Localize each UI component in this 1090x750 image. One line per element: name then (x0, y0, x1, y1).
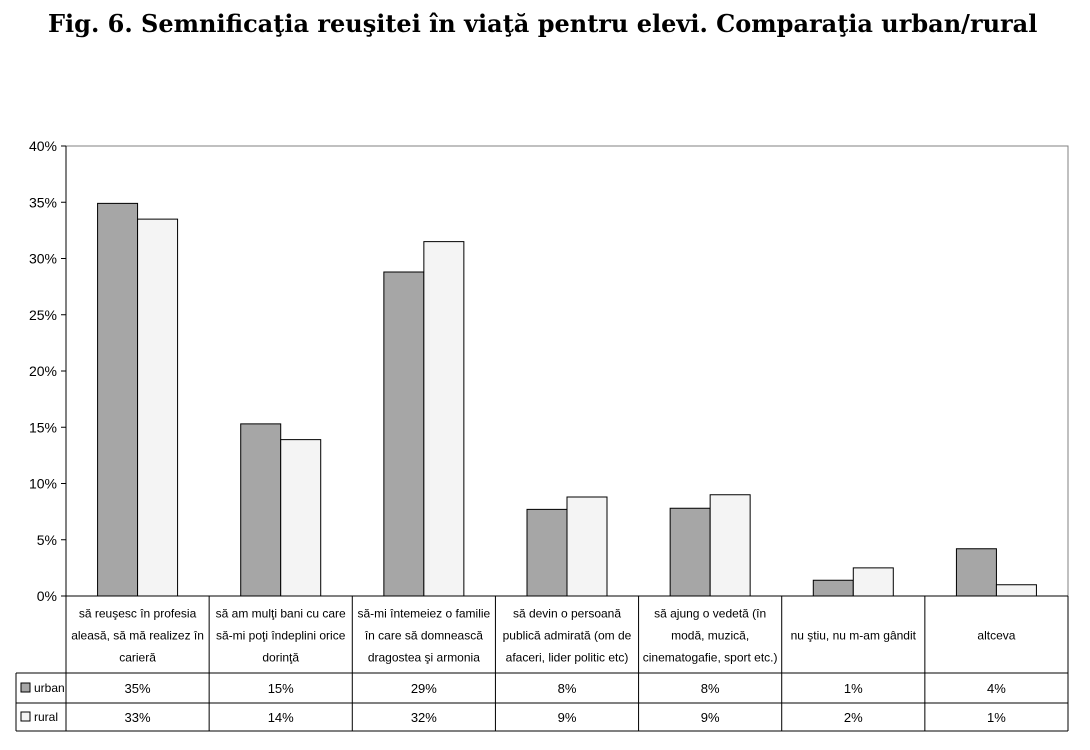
category-label: aleasă, să mă realizez în (71, 629, 204, 643)
bar-rural (566, 496, 608, 597)
data-label-urban: 4% (987, 681, 1006, 696)
y-tick-label: 30% (29, 251, 57, 267)
category-label: publică admirată (om de (503, 629, 632, 643)
data-label-rural: 2% (844, 710, 863, 725)
data-label-urban: 8% (701, 681, 720, 696)
category-label: altceva (977, 629, 1015, 643)
category-label: cinematogafie, sport etc.) (643, 651, 778, 665)
legend-key-rural (20, 711, 31, 722)
legend-label-urban: urban (34, 681, 65, 695)
legend-label-rural: rural (34, 710, 58, 724)
data-label-rural: 32% (411, 710, 437, 725)
category-label: în care să domnească (364, 629, 483, 643)
category-label: dorinţă (262, 651, 299, 665)
data-label-urban: 15% (268, 681, 294, 696)
category-label: să ajung o vedetă (în (654, 607, 766, 621)
y-tick-label: 25% (29, 307, 57, 323)
bar-rural (852, 567, 894, 597)
data-label-urban: 35% (125, 681, 151, 696)
category-label: carieră (119, 651, 156, 665)
bar-urban (526, 508, 568, 597)
category-label: modă, muzică, (671, 629, 749, 643)
data-label-rural: 1% (987, 710, 1006, 725)
y-tick-label: 10% (29, 476, 57, 492)
bar-urban (97, 202, 139, 597)
category-label: să-mi poţi îndeplini orice (216, 629, 346, 643)
category-label: să reuşesc în profesia (79, 607, 197, 621)
category-label: nu ştiu, nu m-am gândit (791, 629, 917, 643)
bar-rural (995, 584, 1037, 597)
data-label-urban: 29% (411, 681, 437, 696)
y-tick-label: 5% (37, 532, 57, 548)
category-label: dragostea şi armonia (368, 651, 480, 665)
legend-key-urban (20, 682, 31, 693)
y-tick-label: 40% (29, 138, 57, 154)
bar-urban (812, 579, 854, 597)
data-label-rural: 9% (558, 710, 577, 725)
figure-title: Fig. 6. Semnificaţia reuşitei în viaţă p… (48, 9, 1038, 38)
bar-rural (137, 218, 179, 597)
category-label: afaceri, lider politic etc) (506, 651, 629, 665)
bar-urban (955, 548, 997, 597)
y-tick-label: 20% (29, 363, 57, 379)
data-label-rural: 33% (125, 710, 151, 725)
y-tick-label: 0% (37, 588, 57, 604)
bar-urban (383, 271, 425, 597)
y-tick-label: 35% (29, 194, 57, 210)
y-tick-label: 15% (29, 419, 57, 435)
bar-urban (669, 507, 711, 597)
bar-rural (709, 494, 751, 597)
data-label-rural: 9% (701, 710, 720, 725)
category-label: să devin o persoană (513, 607, 621, 621)
category-label: să-mi întemeiez o familie (357, 607, 490, 621)
bar-rural (423, 241, 465, 597)
data-label-urban: 8% (558, 681, 577, 696)
data-label-urban: 1% (844, 681, 863, 696)
bar-rural (280, 439, 322, 597)
bar-urban (240, 423, 282, 597)
data-label-rural: 14% (268, 710, 294, 725)
category-label: să am mulţi bani cu care (216, 607, 346, 621)
